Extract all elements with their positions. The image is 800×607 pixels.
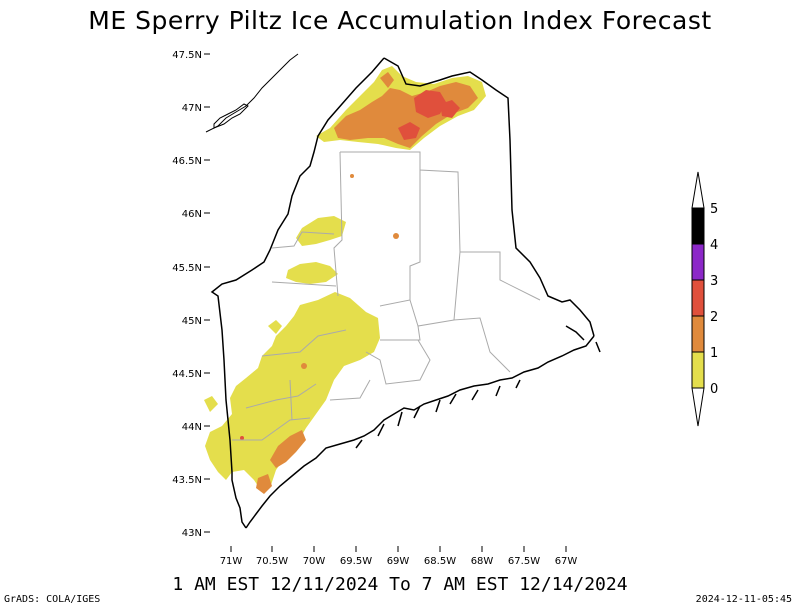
- ice-area-1-2: [270, 430, 306, 468]
- longitude-axis: 71W 70.5W 70W 69.5W 69W 68.5W 68W 67.5W …: [220, 546, 578, 567]
- colorbar-top-arrow: [691, 171, 705, 209]
- lon-label: 71W: [220, 556, 243, 567]
- river-outline: [205, 53, 299, 133]
- lon-label: 69.5W: [340, 556, 372, 567]
- colorbar-label: 0: [710, 382, 718, 397]
- ice-area-0-1: [205, 292, 380, 492]
- ice-area-1-2: [256, 474, 272, 494]
- lat-label: 45N: [182, 316, 202, 327]
- lat-label: 46.5N: [172, 156, 202, 167]
- lat-label: 44N: [182, 422, 202, 433]
- ice-area-0-1: [204, 396, 218, 412]
- ice-area-0-1: [296, 216, 346, 246]
- lat-label: 43.5N: [172, 475, 202, 486]
- colorbar-bin-2-3: [691, 279, 705, 317]
- ice-area-2-3: [414, 90, 446, 118]
- lon-label: 70W: [303, 556, 326, 567]
- lon-label: 68.5W: [424, 556, 456, 567]
- ice-area-0-1: [286, 262, 338, 284]
- ice-area-2-3: [440, 100, 460, 118]
- state-outline: [210, 57, 601, 529]
- colorbar: 5 4 3 2 1 0: [691, 171, 718, 427]
- ice-accumulation-shading: [204, 66, 486, 494]
- lon-label: 68W: [471, 556, 494, 567]
- ice-area-0-1: [268, 320, 282, 334]
- grads-credit: GrADS: COLA/IGES: [4, 594, 101, 605]
- colorbar-label: 5: [710, 202, 718, 217]
- lon-label: 69W: [387, 556, 410, 567]
- lon-label: 70.5W: [256, 556, 288, 567]
- lat-label: 47N: [182, 103, 202, 114]
- lon-label: 67W: [555, 556, 578, 567]
- ice-area-1-2: [380, 72, 394, 88]
- colorbar-bin-3-4: [691, 243, 705, 281]
- generated-timestamp: 2024-12-11-05:45: [695, 594, 792, 605]
- lon-label: 67.5W: [508, 556, 540, 567]
- colorbar-label: 4: [710, 238, 718, 253]
- lat-label: 46N: [182, 209, 202, 220]
- county-boundaries: [232, 151, 541, 441]
- colorbar-bin-4-5: [691, 207, 705, 245]
- lat-label: 45.5N: [172, 263, 202, 274]
- forecast-period: 1 AM EST 12/11/2024 To 7 AM EST 12/14/20…: [172, 574, 628, 595]
- latitude-axis: 47.5N 47N 46.5N 46N 45.5N 45N 44.5N 44N …: [172, 50, 210, 539]
- map-title: ME Sperry Piltz Ice Accumulation Index F…: [88, 6, 712, 35]
- colorbar-bottom-arrow: [691, 387, 705, 427]
- colorbar-bin-0-1: [691, 351, 705, 389]
- colorbar-bin-1-2: [691, 315, 705, 353]
- ice-area-2-3: [398, 122, 420, 140]
- colorbar-label: 3: [710, 274, 718, 289]
- lat-label: 43N: [182, 528, 202, 539]
- colorbar-label: 2: [710, 310, 718, 325]
- lat-label: 47.5N: [172, 50, 202, 61]
- colorbar-label: 1: [710, 346, 718, 361]
- lat-label: 44.5N: [172, 369, 202, 380]
